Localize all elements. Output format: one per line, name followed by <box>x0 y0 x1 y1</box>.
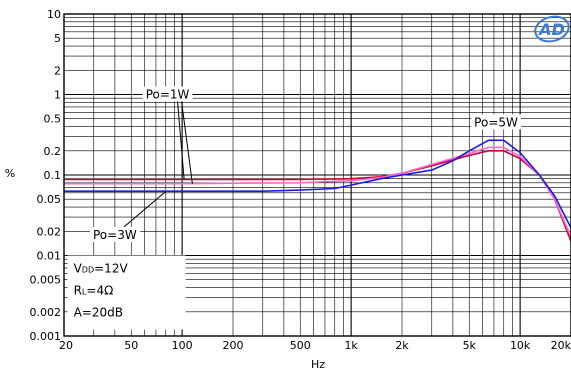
x-tick-label: 50 <box>124 339 138 352</box>
condition-text: R <box>74 284 82 298</box>
y-tick-label: 0.1 <box>44 169 62 182</box>
condition-text: A=20dB <box>74 306 123 320</box>
condition-subscript: DD <box>82 266 94 275</box>
x-tick-label: 100 <box>172 339 193 352</box>
y-tick-labels: 10 5 2 1 0.5 0.2 0.1 0.05 0.02 0.01 0.005 0.002 0.00… <box>30 8 62 343</box>
y-tick-label: 0.2 <box>44 145 62 158</box>
x-tick-label: 200 <box>223 339 244 352</box>
x-tick-label: 20k <box>551 339 571 352</box>
annotation-label: Po=5W <box>474 115 518 129</box>
x-tick-label: 10k <box>510 339 531 352</box>
y-tick-label: 1 <box>54 89 61 102</box>
y-tick-label: 0.02 <box>37 225 62 238</box>
x-tick-label: 2k <box>395 339 409 352</box>
condition-value: =4Ω <box>86 284 113 298</box>
y-tick-label: 0.001 <box>30 330 62 343</box>
x-tick-label: 5k <box>463 339 477 352</box>
condition-line: RL=4Ω <box>74 284 114 298</box>
condition-value: =12V <box>94 262 128 276</box>
condition-line: A=20dB <box>74 306 123 320</box>
annotation-label: Po=1W <box>146 88 190 102</box>
annotation-label: Po=3W <box>93 228 137 242</box>
logo-text: AD <box>537 20 565 39</box>
x-tick-label: 1k <box>344 339 358 352</box>
y-tick-label: 0.005 <box>30 274 62 287</box>
y-tick-label: 5 <box>54 32 61 45</box>
y-tick-label: 10 <box>47 8 61 21</box>
y-tick-label: 0.05 <box>37 193 62 206</box>
y-tick-label: 2 <box>54 64 61 77</box>
x-tick-label: 500 <box>290 339 311 352</box>
x-tick-label: 20 <box>59 339 73 352</box>
y-tick-label: 0.002 <box>30 306 62 319</box>
condition-line: VDD=12V <box>74 262 129 276</box>
x-tick-labels: 20 50 100 200 500 1k 2k 5k 10k 20k <box>59 339 571 352</box>
y-axis-label: % <box>5 167 15 180</box>
test-conditions-box: VDD=12V RL=4Ω A=20dB <box>68 256 186 330</box>
x-axis-label: Hz <box>311 358 325 371</box>
y-tick-label: 0.01 <box>37 250 62 263</box>
y-tick-label: 0.5 <box>44 113 62 126</box>
